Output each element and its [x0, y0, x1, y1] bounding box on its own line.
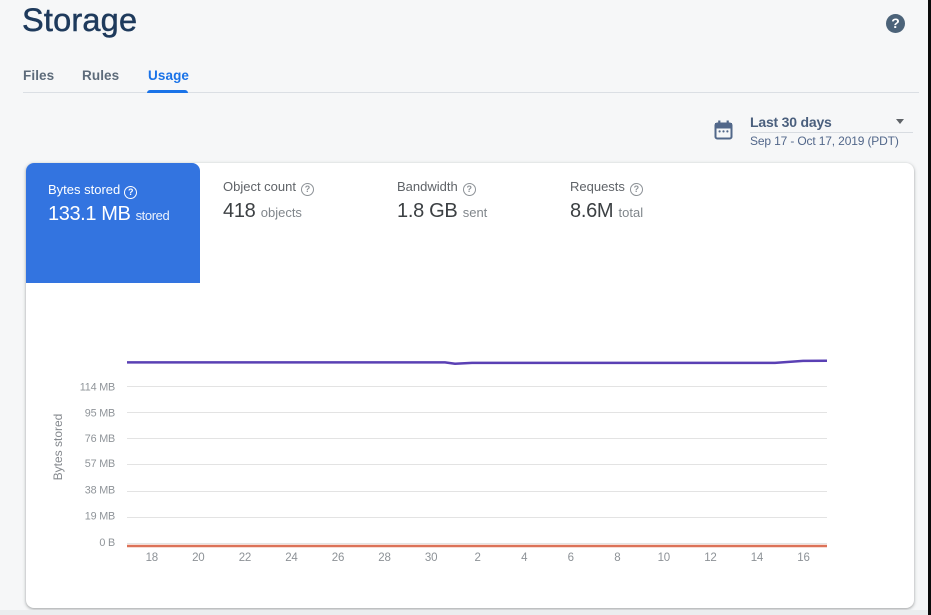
svg-text:12: 12 [704, 552, 716, 564]
svg-text:26: 26 [332, 552, 344, 564]
svg-text:2: 2 [474, 552, 480, 564]
svg-text:10: 10 [658, 552, 670, 564]
svg-text:95 MB: 95 MB [85, 408, 115, 420]
svg-text:8: 8 [614, 552, 620, 564]
svg-text:16: 16 [797, 552, 809, 564]
svg-text:114 MB: 114 MB [80, 382, 115, 394]
svg-text:28: 28 [378, 552, 390, 564]
svg-text:76 MB: 76 MB [85, 433, 115, 445]
svg-text:57 MB: 57 MB [85, 458, 115, 470]
svg-text:24: 24 [285, 552, 298, 564]
svg-text:4: 4 [521, 552, 528, 564]
svg-text:30: 30 [425, 552, 437, 564]
svg-text:0 B: 0 B [99, 537, 115, 549]
svg-text:Bytes stored: Bytes stored [51, 414, 65, 481]
svg-text:22: 22 [239, 552, 251, 564]
svg-text:18: 18 [146, 552, 158, 564]
svg-text:6: 6 [568, 552, 574, 564]
svg-text:20: 20 [192, 552, 204, 564]
svg-text:38 MB: 38 MB [85, 484, 115, 496]
svg-text:19 MB: 19 MB [85, 511, 115, 523]
svg-text:14: 14 [751, 552, 764, 564]
